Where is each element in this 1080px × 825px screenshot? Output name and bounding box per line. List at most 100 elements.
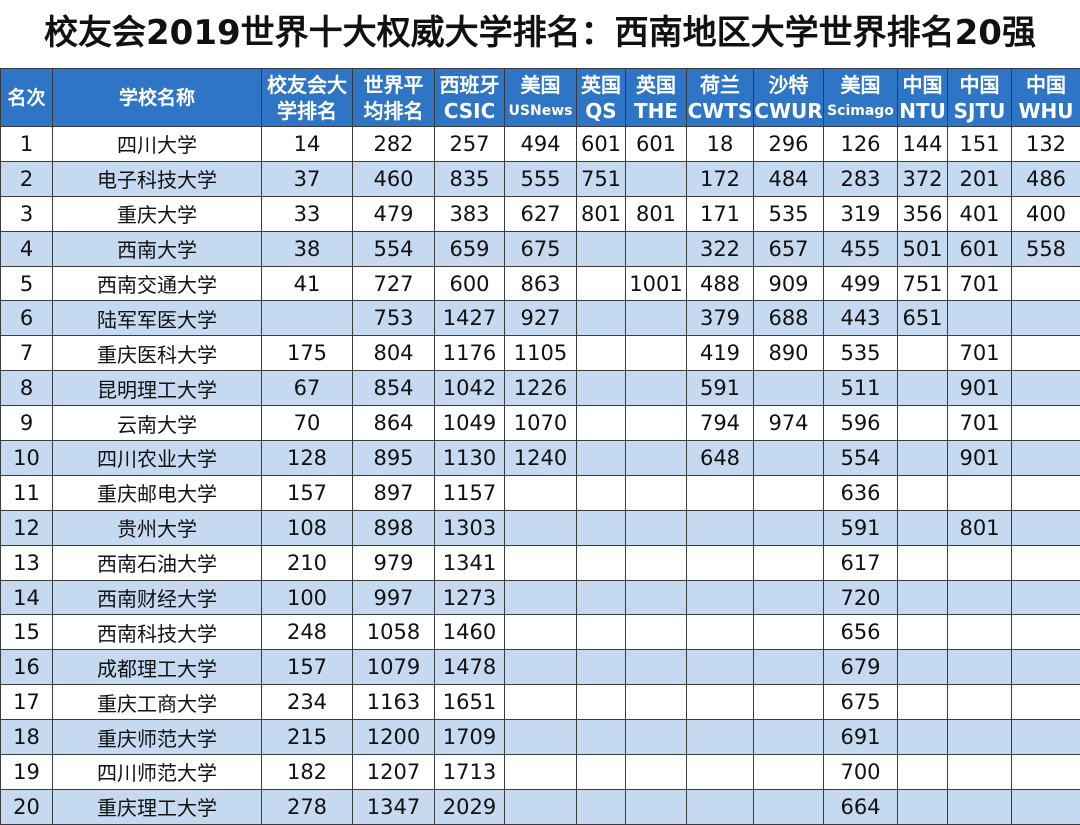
cell-usnews bbox=[505, 580, 577, 615]
cell-cwur bbox=[754, 371, 824, 406]
cell-alumni-rank: 33 bbox=[262, 196, 353, 231]
cell-qs: 601 bbox=[577, 127, 626, 162]
cell-usnews bbox=[505, 650, 577, 685]
cell-scimago: 126 bbox=[824, 127, 898, 162]
cell-ntu bbox=[898, 685, 948, 720]
cell-cwts: 379 bbox=[687, 301, 754, 336]
cell-alumni-rank: 38 bbox=[262, 231, 353, 266]
cell-cwur bbox=[754, 720, 824, 755]
cell-the bbox=[626, 336, 687, 371]
cell-school-name: 重庆大学 bbox=[53, 196, 262, 231]
cell-school-name: 重庆医科大学 bbox=[53, 336, 262, 371]
cell-ntu bbox=[898, 650, 948, 685]
cell-whu bbox=[1012, 580, 1080, 615]
cell-usnews: 927 bbox=[505, 301, 577, 336]
cell-cwur bbox=[754, 615, 824, 650]
cell-world-average-rank: 1200 bbox=[353, 720, 435, 755]
cell-scimago: 691 bbox=[824, 720, 898, 755]
cell-sjtu: 601 bbox=[948, 231, 1012, 266]
cell-csic: 1176 bbox=[435, 336, 505, 371]
cell-sjtu bbox=[948, 789, 1012, 824]
cell-the bbox=[626, 475, 687, 510]
cell-usnews bbox=[505, 475, 577, 510]
cell-whu bbox=[1012, 475, 1080, 510]
cell-sjtu: 901 bbox=[948, 441, 1012, 476]
cell-cwur: 909 bbox=[754, 266, 824, 301]
cell-alumni-rank: 100 bbox=[262, 580, 353, 615]
cell-csic: 1273 bbox=[435, 580, 505, 615]
cell-ntu bbox=[898, 545, 948, 580]
cell-rank: 12 bbox=[1, 510, 53, 545]
cell-csic: 1713 bbox=[435, 755, 505, 790]
cell-sjtu bbox=[948, 685, 1012, 720]
cell-ntu: 356 bbox=[898, 196, 948, 231]
cell-cwur: 535 bbox=[754, 196, 824, 231]
cell-whu bbox=[1012, 301, 1080, 336]
cell-cwur bbox=[754, 545, 824, 580]
cell-qs bbox=[577, 231, 626, 266]
cell-qs bbox=[577, 510, 626, 545]
cell-world-average-rank: 1347 bbox=[353, 789, 435, 824]
cell-rank: 3 bbox=[1, 196, 53, 231]
cell-whu bbox=[1012, 371, 1080, 406]
cell-usnews: 675 bbox=[505, 231, 577, 266]
cell-whu bbox=[1012, 755, 1080, 790]
cell-alumni-rank: 215 bbox=[262, 720, 353, 755]
cell-whu bbox=[1012, 615, 1080, 650]
cell-scimago: 554 bbox=[824, 441, 898, 476]
cell-whu bbox=[1012, 545, 1080, 580]
cell-whu: 558 bbox=[1012, 231, 1080, 266]
cell-ntu bbox=[898, 510, 948, 545]
cell-rank: 11 bbox=[1, 475, 53, 510]
cell-world-average-rank: 753 bbox=[353, 301, 435, 336]
cell-school-name: 西南大学 bbox=[53, 231, 262, 266]
cell-qs: 801 bbox=[577, 196, 626, 231]
cell-sjtu: 401 bbox=[948, 196, 1012, 231]
cell-usnews: 1240 bbox=[505, 441, 577, 476]
cell-qs: 751 bbox=[577, 161, 626, 196]
cell-usnews bbox=[505, 510, 577, 545]
cell-school-name: 贵州大学 bbox=[53, 510, 262, 545]
header-rank: 名次 bbox=[1, 69, 53, 127]
cell-alumni-rank: 67 bbox=[262, 371, 353, 406]
cell-school-name: 四川大学 bbox=[53, 127, 262, 162]
cell-csic: 1049 bbox=[435, 406, 505, 441]
cell-alumni-rank: 41 bbox=[262, 266, 353, 301]
cell-cwts bbox=[687, 580, 754, 615]
cell-world-average-rank: 727 bbox=[353, 266, 435, 301]
cell-csic: 1427 bbox=[435, 301, 505, 336]
cell-sjtu: 151 bbox=[948, 127, 1012, 162]
cell-scimago: 664 bbox=[824, 789, 898, 824]
page-title: 校友会2019世界十大权威大学排名：西南地区大学世界排名20强 bbox=[0, 0, 1080, 68]
cell-the bbox=[626, 510, 687, 545]
cell-sjtu: 201 bbox=[948, 161, 1012, 196]
cell-the bbox=[626, 720, 687, 755]
cell-rank: 2 bbox=[1, 161, 53, 196]
cell-sjtu bbox=[948, 475, 1012, 510]
cell-cwts: 488 bbox=[687, 266, 754, 301]
cell-school-name: 西南石油大学 bbox=[53, 545, 262, 580]
cell-cwur bbox=[754, 475, 824, 510]
cell-the bbox=[626, 615, 687, 650]
cell-qs bbox=[577, 789, 626, 824]
cell-ntu bbox=[898, 580, 948, 615]
cell-world-average-rank: 895 bbox=[353, 441, 435, 476]
cell-world-average-rank: 554 bbox=[353, 231, 435, 266]
cell-rank: 17 bbox=[1, 685, 53, 720]
cell-school-name: 重庆工商大学 bbox=[53, 685, 262, 720]
cell-alumni-rank: 175 bbox=[262, 336, 353, 371]
cell-sjtu: 701 bbox=[948, 266, 1012, 301]
cell-qs bbox=[577, 685, 626, 720]
